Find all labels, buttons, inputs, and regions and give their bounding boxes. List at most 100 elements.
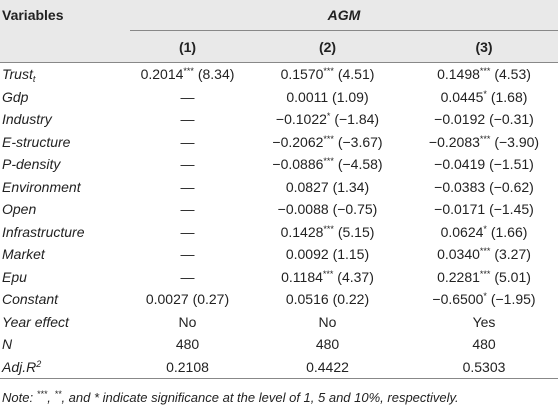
significance-stars: *** [323, 223, 334, 234]
t-statistic: (−1.95) [490, 291, 536, 308]
coefficient: — [180, 223, 195, 240]
row-label: Epu [0, 266, 130, 289]
label-text: E-structure [2, 133, 71, 150]
table-cell: 0.0092 (1.15) [245, 243, 410, 266]
label-text: N [2, 336, 13, 353]
table-cell: — [130, 266, 245, 289]
coefficient: — [180, 156, 195, 173]
row-label: Infrastructure [0, 221, 130, 244]
table-cell: 0.1570*** (4.51) [245, 63, 410, 86]
coefficient: No [178, 313, 197, 330]
table-row: N 480 480 480 [0, 333, 558, 356]
t-statistic: (1.15) [332, 246, 370, 263]
coefficient: — [180, 201, 195, 218]
coefficient: 0.5303 [462, 358, 506, 375]
table-row: Industry — −0.1022* (−1.84) −0.0192 (−0.31) [0, 108, 558, 131]
table-cell: — [130, 86, 245, 109]
table-cell: — [130, 131, 245, 154]
table-cell: No [130, 311, 245, 334]
row-label: Open [0, 198, 130, 221]
coefficient: Yes [472, 313, 496, 330]
row-label: Adj.R2 [0, 356, 130, 379]
note-part: , and * indicate significance at the lev… [61, 390, 459, 405]
table-row: Trustt 0.2014*** (8.34) 0.1570*** (4.51) 0.… [0, 63, 558, 86]
t-statistic: (−1.84) [334, 111, 380, 128]
coefficient: — [180, 111, 195, 128]
t-statistic: (−0.75) [332, 201, 378, 218]
table-cell: −0.0886*** (−4.58) [245, 153, 410, 176]
table-cell: No [245, 311, 410, 334]
label-text: Open [2, 201, 37, 218]
regression-table: Variables AGM (1) (2) (3) Trustt 0.2014**… [0, 0, 558, 379]
t-statistic: (1.34) [332, 178, 370, 195]
coefficient: 480 [472, 336, 496, 353]
t-statistic: (0.22) [332, 291, 370, 308]
significance-stars: * [483, 291, 487, 302]
table-cell: 0.1498*** (4.53) [410, 63, 558, 86]
table-cell: 0.2014*** (8.34) [130, 63, 245, 86]
label-text: P-density [2, 156, 61, 173]
label-subscript: t [32, 74, 36, 85]
table-cell: −0.0383 (−0.62) [410, 176, 558, 199]
row-label: Gdp [0, 86, 130, 109]
table-row: Environment —0.0827 (1.34) −0.0383 (−0.62) [0, 176, 558, 199]
t-statistic: (−0.62) [489, 178, 534, 195]
coefficient: No [318, 313, 337, 330]
table-row: Epu —0.1184*** (4.37) 0.2281*** (5.01) [0, 266, 558, 289]
table-cell: 0.1428*** (5.15) [245, 221, 410, 244]
coefficient: — [180, 268, 195, 285]
coefficient: 0.1498 [437, 66, 480, 83]
table-cell: −0.6500* (−1.95) [410, 288, 558, 311]
table-cell: Yes [410, 311, 558, 334]
note-part: *** [36, 389, 48, 399]
coefficient: 0.0011 [286, 88, 329, 105]
row-label: N [0, 333, 130, 356]
significance-stars: *** [479, 268, 491, 279]
row-label: P-density [0, 153, 130, 176]
table-cell: — [130, 221, 245, 244]
coefficient: — [180, 246, 195, 263]
label-text: Year effect [2, 313, 69, 330]
t-statistic: (4.37) [337, 268, 374, 285]
table-cell: 0.0445* (1.68) [410, 86, 558, 109]
blank-header [0, 31, 130, 63]
t-statistic: (−1.45) [489, 201, 534, 218]
table-cell: 0.0027 (0.27) [130, 288, 245, 311]
coefficient: — [180, 133, 195, 150]
table-cell: 0.0340*** (3.27) [410, 243, 558, 266]
header-row: Variables AGM [0, 0, 558, 31]
table-cell: — [130, 198, 245, 221]
column-header: (1) [178, 38, 197, 55]
table-row: Open — −0.0088 (−0.75) −0.0171 (−1.45) [0, 198, 558, 221]
table-row: Adj.R2 0.2108 0.4422 0.5303 [0, 356, 558, 379]
label-superscript: 2 [36, 358, 42, 369]
coefficient: −0.2083 [428, 133, 480, 150]
t-statistic: (−1.51) [489, 156, 534, 173]
label-text: Environment [2, 178, 81, 195]
label-text: Epu [2, 268, 27, 285]
t-statistic: (3.27) [494, 246, 531, 263]
t-statistic: (5.15) [337, 223, 375, 240]
t-statistic: (4.51) [337, 66, 375, 83]
table-cell: −0.0088 (−0.75) [245, 198, 410, 221]
significance-stars: * [483, 88, 487, 99]
significance-stars: *** [323, 156, 334, 167]
table-cell: — [130, 243, 245, 266]
table-row: Constant 0.0027 (0.27) 0.0516 (0.22) −0.650… [0, 288, 558, 311]
t-statistic: (1.09) [332, 88, 369, 105]
column-header: (3) [475, 38, 493, 55]
table-cell: 0.2108 [130, 356, 245, 379]
table-cell: — [130, 176, 245, 199]
table-row: E-structure — −0.2062*** (−3.67) −0.2083***… [0, 131, 558, 154]
t-statistic: (0.27) [192, 291, 230, 308]
coefficient: −0.0088 [277, 201, 329, 218]
table-row: Year effect No No Yes [0, 311, 558, 334]
label-text: Market [2, 246, 45, 263]
coefficient: 0.2014 [140, 66, 184, 83]
label-text: Trust [2, 66, 33, 83]
table-row: P-density — −0.0886*** (−4.58) −0.0419 (−1.… [0, 153, 558, 176]
table-cell: 480 [245, 333, 410, 356]
table-cell: — [130, 153, 245, 176]
table-cell: — [130, 108, 245, 131]
coefficient: 0.2108 [166, 358, 209, 375]
